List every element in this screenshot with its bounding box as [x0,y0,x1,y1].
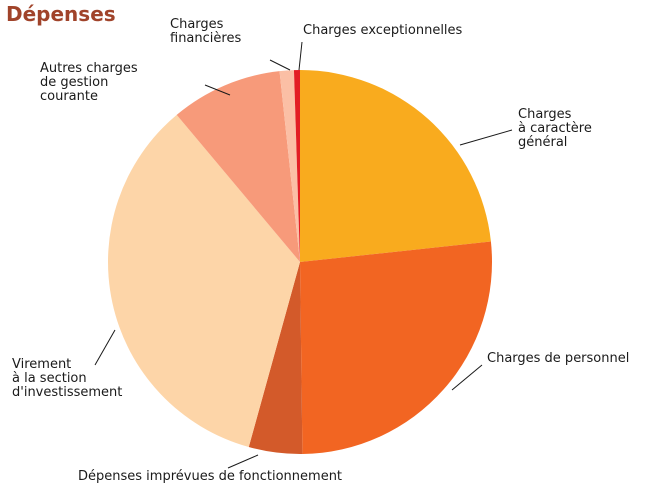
leader-line [204,84,231,96]
pie-slice [248,262,303,454]
slice-label: Charges exceptionnelles [303,23,463,38]
pie-slice [300,70,491,262]
leader-line [298,41,303,71]
leader-line [269,59,291,71]
slice-label: Virement à la section d'investissement [12,357,123,400]
pie-slice [107,114,300,448]
leader-line [459,129,513,146]
pie-slice [293,70,300,262]
slice-label: Charges financières [170,17,242,46]
slice-label: Charges à caractère général [518,107,592,150]
leader-lines [94,41,513,469]
leader-line [94,329,116,366]
leader-line [451,364,483,391]
slice-label: Autres charges de gestion courante [40,61,138,104]
slice-label: Charges de personnel [487,351,630,366]
pie-slice [279,70,300,262]
pie-slice [300,241,492,454]
chart-title: Dépenses [6,2,116,26]
leader-line [227,454,259,469]
slice-label: Dépenses imprévues de fonctionnement [78,469,343,484]
pie-slice [176,71,300,263]
